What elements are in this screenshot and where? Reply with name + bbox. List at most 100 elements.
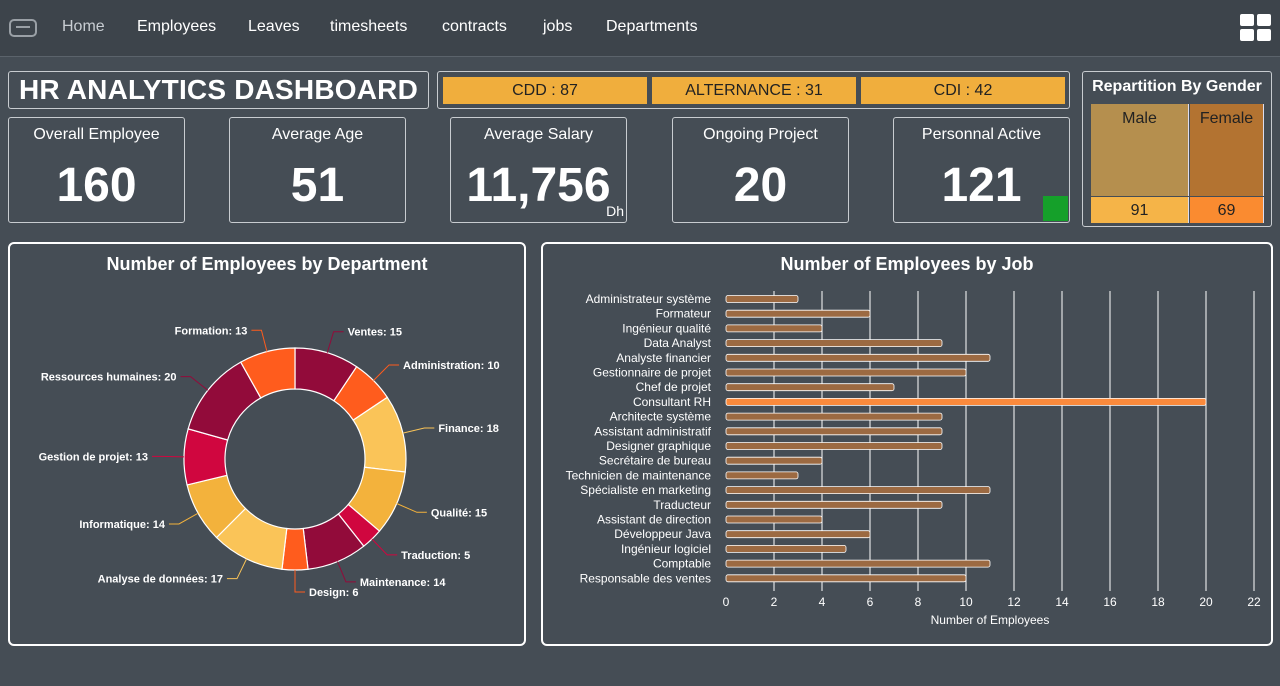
job-bar[interactable] xyxy=(725,471,799,480)
donut-label: Design: 6 xyxy=(309,587,359,599)
donut-leader-line xyxy=(373,364,400,381)
y-category-label: Développeur Java xyxy=(614,527,711,541)
job-bar[interactable] xyxy=(725,559,991,568)
nav-timesheets[interactable]: timesheets xyxy=(330,18,408,35)
y-category-label: Designer graphique xyxy=(606,439,711,453)
donut-label: Ventes: 15 xyxy=(348,327,402,339)
donut-label: Maintenance: 14 xyxy=(360,577,446,589)
nav-home[interactable]: Home xyxy=(62,18,105,35)
brand-logo-icon[interactable] xyxy=(9,19,37,37)
kpi-average-salary: Average Salary 11,756 Dh xyxy=(450,117,627,223)
kpi-average-age: Average Age 51 xyxy=(229,117,406,223)
active-status-indicator xyxy=(1043,196,1068,221)
y-category-label: Gestionnaire de projet xyxy=(593,366,712,380)
y-category-label: Ingénieur qualité xyxy=(622,321,711,335)
donut-leader-line xyxy=(180,376,209,391)
y-category-label: Analyste financier xyxy=(616,351,711,365)
donut-label: Formation: 13 xyxy=(175,325,248,337)
female-tile[interactable]: Female xyxy=(1190,104,1264,196)
job-bar[interactable] xyxy=(725,500,943,509)
nav-employees[interactable]: Employees xyxy=(137,18,217,35)
donut-label: Analyse de données: 17 xyxy=(98,574,223,586)
job-bar[interactable] xyxy=(725,295,799,303)
kpi-label: Average Salary xyxy=(483,126,594,143)
job-chart-panel: Number of Employees by Job 0 2 4 6 8 10 12 14 16… xyxy=(541,242,1273,646)
y-category-label: Data Analyst xyxy=(644,336,712,350)
y-category-label: Ingénieur logiciel xyxy=(621,542,711,556)
y-category-label: Secrétaire de bureau xyxy=(599,454,711,468)
x-tick-label: 18 xyxy=(1151,595,1165,609)
department-chart-panel: Number of Employees by Department Ventes… xyxy=(8,242,526,646)
job-bar[interactable] xyxy=(725,353,991,362)
kpi-label: Ongoing Project xyxy=(703,126,818,143)
job-bar[interactable] xyxy=(725,486,991,495)
job-bar[interactable] xyxy=(725,427,943,436)
male-count-tile[interactable]: 91 xyxy=(1091,197,1189,223)
y-category-label: Chef de projet xyxy=(636,380,712,394)
y-category-label: Assistant administratif xyxy=(594,424,711,438)
kpi-value: 51 xyxy=(290,159,345,212)
contract-cdi-badge: CDI : 42 xyxy=(861,77,1065,104)
job-bar[interactable] xyxy=(725,397,1207,406)
job-bar[interactable] xyxy=(725,530,871,539)
donut-label: Finance: 18 xyxy=(438,423,499,435)
donut-label: Qualité: 15 xyxy=(431,507,487,519)
job-bar[interactable] xyxy=(725,309,871,318)
female-label: Female xyxy=(1199,110,1254,127)
y-category-label: Architecte système xyxy=(610,410,712,424)
nav-leaves[interactable]: Leaves xyxy=(248,18,300,35)
job-bar[interactable] xyxy=(725,456,823,465)
nav-departments[interactable]: Departments xyxy=(606,18,698,35)
y-category-label: Technicien de maintenance xyxy=(566,468,712,482)
y-category-label: Responsable des ventes xyxy=(580,571,711,585)
donut-leader-line xyxy=(326,331,344,353)
x-tick-label: 16 xyxy=(1103,595,1117,609)
y-category-label: Administrateur système xyxy=(586,292,712,306)
kpi-value: 121 xyxy=(941,159,1022,212)
x-tick-label: 0 xyxy=(723,595,730,609)
grid-menu-icon[interactable] xyxy=(1240,14,1272,42)
job-bar[interactable] xyxy=(725,544,847,553)
job-bar[interactable] xyxy=(725,515,823,524)
job-bar[interactable] xyxy=(725,442,943,450)
navbar: Home Employees Leaves timesheets contrac… xyxy=(0,0,1280,57)
y-category-label: Traducteur xyxy=(653,498,711,512)
job-chart-title: Number of Employees by Job xyxy=(780,254,1034,274)
job-bar-chart: 0 2 4 6 8 10 12 14 16 18 20 22 Number of Employees Ad… xyxy=(566,291,1261,627)
kpi-unit: Dh xyxy=(606,203,624,219)
kpi-value: 20 xyxy=(733,159,788,212)
job-bar[interactable] xyxy=(725,368,967,377)
job-bar[interactable] xyxy=(725,383,895,392)
donut-leader-line xyxy=(402,427,435,434)
kpi-label: Average Age xyxy=(271,126,364,143)
donut-leader-line xyxy=(251,329,268,352)
nav-jobs[interactable]: jobs xyxy=(543,18,573,35)
nav-contracts[interactable]: contracts xyxy=(442,18,507,35)
male-tile[interactable]: Male xyxy=(1091,104,1189,196)
x-axis-label: Number of Employees xyxy=(931,613,1050,627)
female-count-tile[interactable]: 69 xyxy=(1190,197,1264,223)
donut-leader-line xyxy=(168,512,199,525)
x-tick-label: 14 xyxy=(1055,595,1069,609)
x-tick-label: 20 xyxy=(1199,595,1213,609)
department-chart-title: Number of Employees by Department xyxy=(106,254,428,274)
job-bar[interactable] xyxy=(725,574,967,583)
department-donut-chart: Ventes: 15 Administration: 10 Finance: 18 Q… xyxy=(39,325,500,599)
page-title: HR ANALYTICS DASHBOARD xyxy=(8,71,429,109)
x-tick-label: 6 xyxy=(867,595,874,609)
job-bar[interactable] xyxy=(725,412,943,421)
gender-title: Repartition By Gender xyxy=(1092,78,1262,95)
contract-alternance-badge: ALTERNANCE : 31 xyxy=(652,77,856,104)
x-tick-label: 8 xyxy=(915,595,922,609)
job-bar[interactable] xyxy=(725,324,823,333)
donut-label: Gestion de projet: 13 xyxy=(39,451,148,463)
donut-slice-11[interactable] xyxy=(239,347,296,399)
job-bar[interactable] xyxy=(725,339,943,347)
female-count: 69 xyxy=(1217,202,1236,219)
kpi-personnal-active: Personnal Active 121 xyxy=(893,117,1070,223)
contract-type-bar: CDD : 87 ALTERNANCE : 31 CDI : 42 xyxy=(437,71,1070,109)
y-category-label: Formateur xyxy=(656,307,711,321)
donut-label: Ressources humaines: 20 xyxy=(41,372,177,384)
y-category-label: Comptable xyxy=(653,557,711,571)
kpi-overall-employee: Overall Employee 160 xyxy=(8,117,185,223)
